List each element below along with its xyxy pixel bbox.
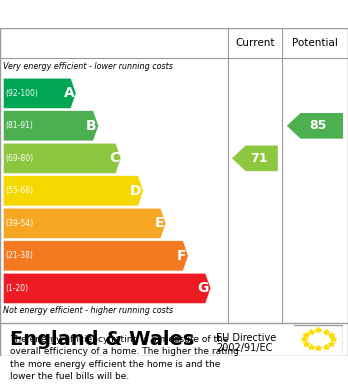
Polygon shape [3,176,143,206]
Polygon shape [3,273,211,303]
Text: Potential: Potential [292,38,338,48]
Text: D: D [130,184,142,198]
Text: (69-80): (69-80) [5,154,33,163]
Text: 2002/91/EC: 2002/91/EC [216,343,272,353]
Text: (92-100): (92-100) [5,89,38,98]
Text: G: G [198,282,209,295]
Text: (81-91): (81-91) [5,121,33,130]
Text: (55-68): (55-68) [5,187,33,196]
Text: Energy Efficiency Rating: Energy Efficiency Rating [10,5,239,23]
Text: 71: 71 [250,152,267,165]
Text: E: E [155,216,164,230]
Text: (21-38): (21-38) [5,251,33,260]
Text: The energy efficiency rating is a measure of the
overall efficiency of a home. T: The energy efficiency rating is a measur… [10,334,239,381]
Text: C: C [109,151,119,165]
Text: B: B [86,119,97,133]
Polygon shape [3,78,76,108]
Text: (1-20): (1-20) [5,284,28,293]
Text: EU Directive: EU Directive [216,332,276,343]
Text: England & Wales: England & Wales [10,330,195,349]
Polygon shape [3,241,188,271]
Text: (39-54): (39-54) [5,219,33,228]
Text: Not energy efficient - higher running costs: Not energy efficient - higher running co… [3,306,174,315]
Polygon shape [3,111,98,141]
Text: Current: Current [235,38,275,48]
Text: 85: 85 [310,119,327,132]
Polygon shape [287,113,343,139]
Polygon shape [3,208,166,239]
Polygon shape [3,143,121,173]
Text: A: A [64,86,74,100]
Text: Very energy efficient - lower running costs: Very energy efficient - lower running co… [3,62,173,71]
Text: F: F [177,249,187,263]
Polygon shape [232,145,278,171]
